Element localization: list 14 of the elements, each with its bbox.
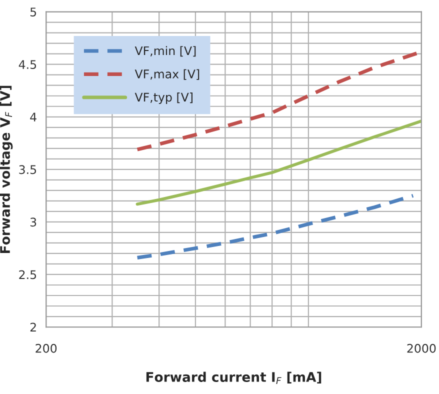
- y-axis-title: Forward voltage V$_{F}$ [V]: [0, 86, 13, 253]
- y-tick-label: 2.5: [19, 270, 36, 280]
- y-tick-label: 3.5: [19, 165, 36, 174]
- x-tick-label: 2000: [407, 344, 436, 353]
- legend-label: VF,typ [V]: [134, 92, 192, 104]
- y-tick-label: 4: [30, 112, 36, 122]
- y-tick-label: 3: [30, 218, 36, 227]
- legend-label: VF,min [V]: [134, 46, 196, 57]
- y-tick-label: 2: [30, 322, 36, 332]
- y-tick-label: 4.5: [18, 60, 36, 70]
- x-axis-title: Forward current I$_{F}$ [mA]: [146, 372, 322, 384]
- y-tick-label: 5: [30, 8, 36, 16]
- legend-label: VF,max [V]: [134, 69, 200, 80]
- x-tick-label: 200: [36, 344, 57, 353]
